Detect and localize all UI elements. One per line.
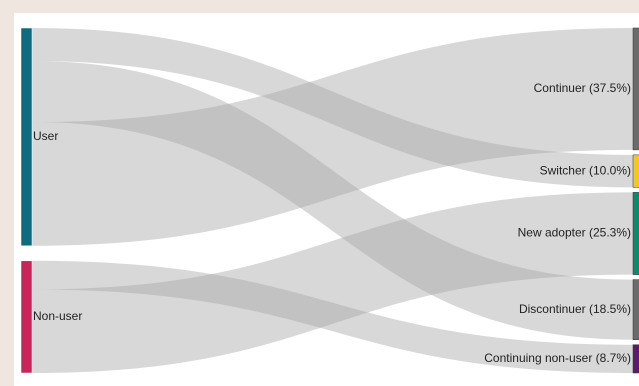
link-user-continuer bbox=[32, 28, 633, 246]
label-switcher: Switcher (10.0%) bbox=[540, 163, 631, 177]
label-user: User bbox=[33, 129, 58, 143]
node-discontinuer bbox=[632, 279, 639, 340]
label-discontinuer: Discontinuer (18.5%) bbox=[519, 302, 631, 316]
label-newadopter: New adopter (25.3%) bbox=[518, 226, 631, 240]
node-contnonuser bbox=[632, 344, 639, 374]
label-contnonuser: Continuing non-user (8.7%) bbox=[484, 351, 631, 365]
node-continuer bbox=[632, 27, 639, 151]
nodes-layer bbox=[20, 27, 639, 374]
label-continuer: Continuer (37.5%) bbox=[534, 81, 631, 95]
link-nonuser-newadopter bbox=[32, 192, 633, 373]
labels-layer: User Non-user Continuer (37.5%) Switcher (1… bbox=[33, 81, 631, 365]
node-switcher bbox=[632, 154, 639, 188]
label-nonuser: Non-user bbox=[33, 309, 82, 323]
node-newadopter bbox=[632, 192, 639, 275]
node-user bbox=[20, 27, 33, 247]
link-user-switcher bbox=[32, 28, 633, 188]
node-nonuser bbox=[20, 260, 33, 374]
links-layer bbox=[32, 28, 633, 373]
link-nonuser-contnonuser bbox=[32, 260, 633, 373]
sankey-svg: User Non-user Continuer (37.5%) Switcher (1… bbox=[20, 27, 639, 374]
link-user-discontinuer bbox=[32, 61, 633, 340]
sankey-chart: User Non-user Continuer (37.5%) Switcher (1… bbox=[14, 13, 639, 386]
